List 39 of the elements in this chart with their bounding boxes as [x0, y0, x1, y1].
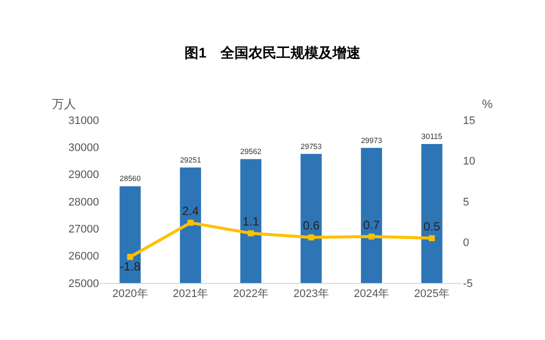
- point: [428, 235, 435, 242]
- y-tick-label: 26000: [68, 250, 99, 263]
- point: [127, 254, 134, 260]
- point: [308, 234, 314, 240]
- y-tick-label: 27000: [68, 224, 99, 236]
- x-tick-label: 2021年: [172, 288, 208, 300]
- y-tick-label: 28000: [68, 196, 99, 208]
- y-axis-title: 万人: [52, 97, 76, 111]
- data-label: 1.1: [242, 214, 260, 229]
- data-label: 30115: [421, 132, 442, 141]
- data-label: 0.6: [302, 218, 320, 233]
- data-label: 29973: [360, 136, 382, 145]
- data-label: 0.5: [423, 219, 440, 234]
- x-tick-label: 2022年: [233, 288, 269, 300]
- point: [368, 234, 374, 240]
- y2-tick-label: 10: [463, 156, 476, 168]
- x-tick-label: 2020年: [112, 288, 148, 300]
- data-label: 0.7: [363, 218, 380, 232]
- data-label: 28560: [120, 174, 141, 184]
- y-tick-label: 31000: [68, 114, 99, 127]
- x-tick-label: 2024年: [354, 288, 390, 300]
- point: [248, 230, 254, 236]
- point: [188, 220, 194, 226]
- data-label: -1.8: [120, 260, 141, 274]
- y2-axis-title: %: [482, 97, 493, 111]
- y2-tick-label: -5: [463, 278, 473, 290]
- data-label: 29562: [240, 147, 262, 156]
- data-label: 29753: [300, 142, 322, 151]
- y2-tick-label: 5: [463, 196, 470, 208]
- data-label: 29251: [180, 155, 202, 164]
- y-tick-label: 25000: [68, 278, 99, 290]
- y2-tick-label: 15: [463, 114, 476, 127]
- y-tick-label: 29000: [68, 169, 99, 182]
- y-tick-label: 30000: [68, 142, 99, 154]
- x-tick-label: 2023年: [293, 288, 329, 300]
- x-tick-label: 2025年: [414, 288, 450, 300]
- y2-tick-label: 0: [463, 237, 470, 250]
- chart-title: 图1 全国农民工规模及增速: [184, 44, 362, 60]
- data-label: 2.4: [182, 204, 200, 218]
